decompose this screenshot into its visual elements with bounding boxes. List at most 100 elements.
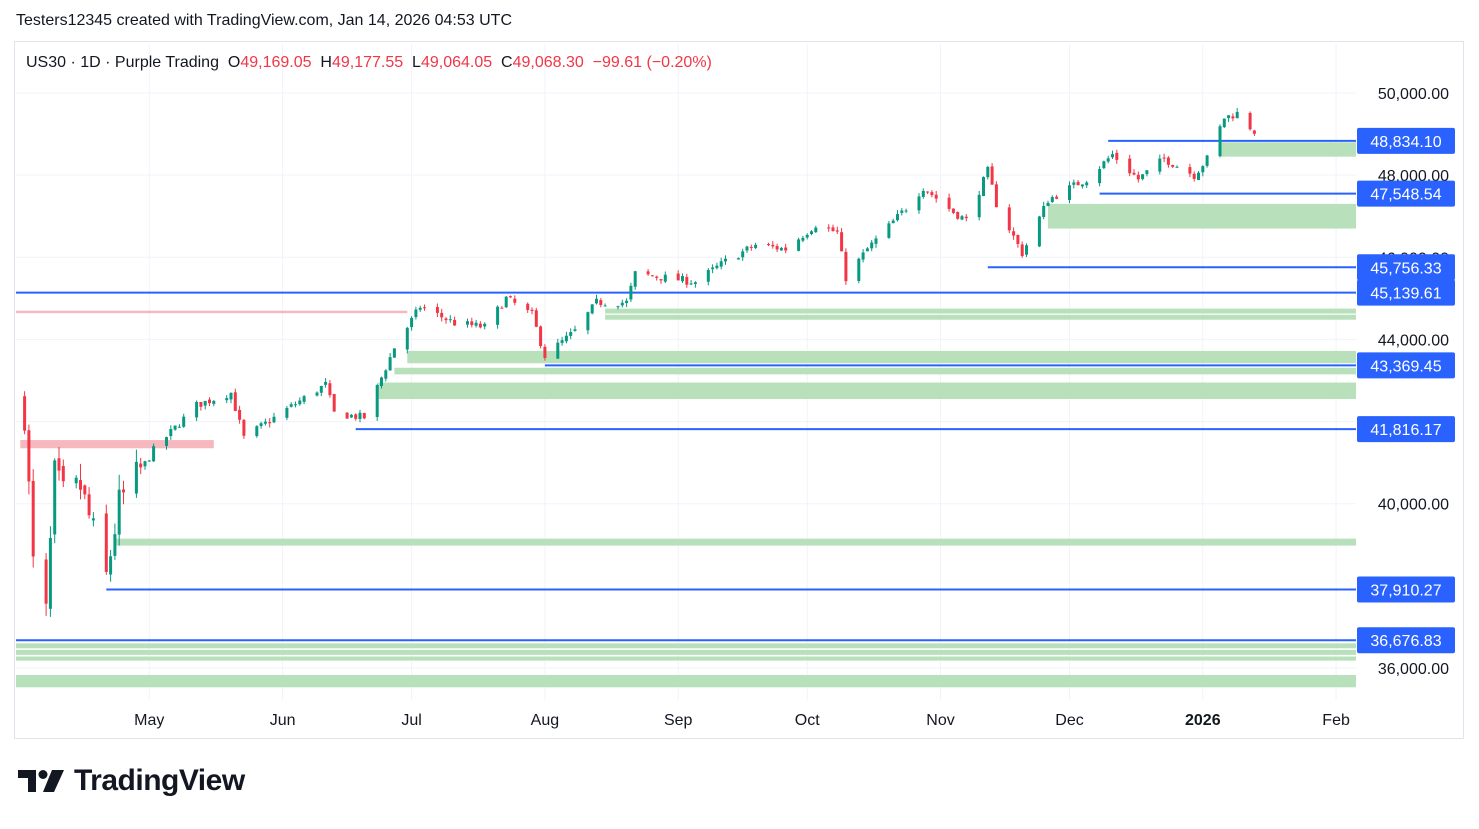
candle-body-down <box>242 419 246 436</box>
candle-body-up <box>663 274 667 282</box>
demand-zone <box>1220 142 1356 157</box>
candle-body-down <box>500 307 504 309</box>
candle-body-up <box>724 258 727 262</box>
level-price-label: 48,834.10 <box>1370 134 1441 151</box>
candle-body-up <box>801 237 805 241</box>
candle-body-up <box>629 285 633 300</box>
y-axis-tick-label: 36,000.00 <box>1378 661 1449 678</box>
candle-body-down <box>328 383 332 396</box>
candle-body-up <box>255 426 259 437</box>
level-price-tag <box>1357 127 1455 154</box>
candle-body-up <box>466 321 469 325</box>
supply-zone <box>20 440 214 449</box>
candle-body-up <box>319 386 323 393</box>
candle-body-down <box>530 309 534 311</box>
demand-zone <box>407 350 1356 364</box>
candle-body-up <box>1175 166 1179 168</box>
candle-body-up <box>289 404 293 407</box>
candle-body-down <box>104 513 108 572</box>
low-label: L <box>412 54 421 71</box>
level-price-label: 45,756.33 <box>1370 260 1441 277</box>
candle-body-down <box>478 323 482 328</box>
candle-body-up <box>573 329 577 331</box>
candle-body-down <box>646 271 650 275</box>
candle-body-up <box>986 166 990 178</box>
level-price-label: 37,910.27 <box>1370 583 1441 600</box>
candle-body-up <box>414 309 418 318</box>
candle-body-up <box>1102 161 1106 169</box>
candle-body-up <box>1227 115 1231 119</box>
candle-body-down <box>509 296 512 298</box>
candle-body-down <box>122 489 125 493</box>
candle-body-down <box>1192 173 1196 179</box>
x-axis-tick-label: Jun <box>270 712 296 729</box>
candle-body-up <box>805 234 809 238</box>
level-price-label: 47,548.54 <box>1370 187 1441 204</box>
candle-body-up <box>147 460 151 462</box>
candle-body-down <box>539 326 543 346</box>
candle-body-up <box>285 408 289 418</box>
demand-zone <box>377 382 1356 399</box>
candle-body-up <box>358 412 362 420</box>
candle-body-up <box>1106 158 1110 162</box>
candle-body-up <box>1158 158 1162 172</box>
candle-body-up <box>1218 126 1222 157</box>
x-axis-tick-label: Sep <box>664 712 693 729</box>
candle-body-up <box>272 416 276 423</box>
candle-body-down <box>771 244 775 247</box>
candle-body-up <box>225 398 229 401</box>
candle-body-up <box>152 446 156 462</box>
y-axis-tick-label: 50,000.00 <box>1378 86 1449 103</box>
candle-body-up <box>865 248 869 252</box>
candle-body-down <box>844 251 848 282</box>
candle-body-down <box>930 192 934 196</box>
candle-body-up <box>711 267 715 270</box>
candle-body-down <box>233 392 237 411</box>
candle-body-up <box>182 416 186 427</box>
x-axis-tick-label: Oct <box>795 712 820 729</box>
candle-body-up <box>857 258 861 282</box>
close-value: 49,068.30 <box>512 54 584 71</box>
candle-body-up <box>388 357 392 371</box>
candle-body-down <box>1076 181 1080 186</box>
candle-body-up <box>448 319 452 321</box>
candle-body-up <box>693 282 697 285</box>
candle-body-up <box>861 252 865 260</box>
candle-body-up <box>324 381 328 385</box>
candle-body-down <box>676 273 680 281</box>
level-price-tag <box>1357 180 1455 207</box>
candle-body-up <box>1080 184 1084 187</box>
candle-body-up <box>870 242 874 249</box>
low-value: 49,064.05 <box>420 54 493 71</box>
level-price-tag <box>1357 352 1455 379</box>
candle-body-up <box>569 332 573 336</box>
candle-body-down <box>470 321 474 326</box>
candle-body-down <box>659 279 663 281</box>
candle-body-up <box>616 306 620 308</box>
candle-body-up <box>1141 174 1145 180</box>
candle-body-up <box>263 421 267 424</box>
candle-body-up <box>177 426 181 428</box>
symbol-title: US30 · 1D · Purple Trading <box>26 54 219 71</box>
candle-body-down <box>1231 116 1235 119</box>
candle-body-down <box>994 184 998 208</box>
candle-body-down <box>199 401 203 407</box>
level-price-tag <box>1357 576 1455 603</box>
candle-body-up <box>203 400 207 406</box>
candle-body-up <box>754 244 758 248</box>
candle-body-up <box>1111 154 1114 158</box>
candle-body-up <box>745 246 749 251</box>
candle-body-down <box>775 246 779 250</box>
y-axis-tick-label: 44,000.00 <box>1378 332 1449 349</box>
candle-body-up <box>900 210 904 213</box>
export-caption: Testers12345 created with TradingView.co… <box>16 12 512 29</box>
candle-body-up <box>109 556 113 575</box>
high-value: 49,177.55 <box>331 54 404 71</box>
candle-body-down <box>444 318 448 321</box>
candle-body-down <box>543 346 547 358</box>
candle-body-up <box>173 425 177 430</box>
candle-body-down <box>332 394 336 412</box>
candle-body-down <box>1188 167 1192 174</box>
candle-body-down <box>238 409 242 420</box>
